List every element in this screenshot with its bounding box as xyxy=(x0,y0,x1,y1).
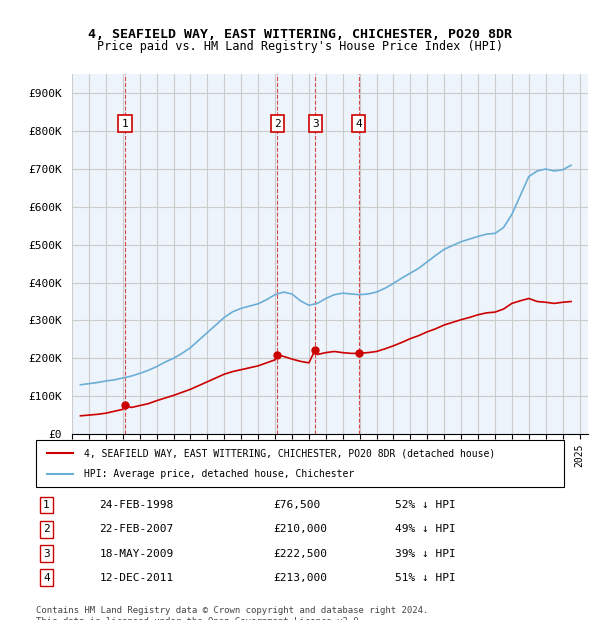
Text: 52% ↓ HPI: 52% ↓ HPI xyxy=(395,500,456,510)
Text: Price paid vs. HM Land Registry's House Price Index (HPI): Price paid vs. HM Land Registry's House … xyxy=(97,40,503,53)
Text: £213,000: £213,000 xyxy=(274,573,328,583)
Text: £76,500: £76,500 xyxy=(274,500,321,510)
Text: 2: 2 xyxy=(43,525,50,534)
Text: 4: 4 xyxy=(43,573,50,583)
Text: 49% ↓ HPI: 49% ↓ HPI xyxy=(395,525,456,534)
Text: 2: 2 xyxy=(274,118,281,128)
Text: 4: 4 xyxy=(355,118,362,128)
Text: 22-FEB-2007: 22-FEB-2007 xyxy=(100,525,173,534)
Text: 3: 3 xyxy=(43,549,50,559)
Text: 39% ↓ HPI: 39% ↓ HPI xyxy=(395,549,456,559)
Text: 3: 3 xyxy=(312,118,319,128)
Text: 4, SEAFIELD WAY, EAST WITTERING, CHICHESTER, PO20 8DR (detached house): 4, SEAFIELD WAY, EAST WITTERING, CHICHES… xyxy=(83,448,495,458)
Text: 12-DEC-2011: 12-DEC-2011 xyxy=(100,573,173,583)
Text: 1: 1 xyxy=(122,118,128,128)
FancyBboxPatch shape xyxy=(36,440,564,487)
Text: £210,000: £210,000 xyxy=(274,525,328,534)
Text: 51% ↓ HPI: 51% ↓ HPI xyxy=(395,573,456,583)
Text: 18-MAY-2009: 18-MAY-2009 xyxy=(100,549,173,559)
Text: HPI: Average price, detached house, Chichester: HPI: Average price, detached house, Chic… xyxy=(83,469,354,479)
Text: £222,500: £222,500 xyxy=(274,549,328,559)
Text: Contains HM Land Registry data © Crown copyright and database right 2024.
This d: Contains HM Land Registry data © Crown c… xyxy=(36,606,428,620)
Text: 24-FEB-1998: 24-FEB-1998 xyxy=(100,500,173,510)
Text: 1: 1 xyxy=(43,500,50,510)
Text: 4, SEAFIELD WAY, EAST WITTERING, CHICHESTER, PO20 8DR: 4, SEAFIELD WAY, EAST WITTERING, CHICHES… xyxy=(88,28,512,41)
